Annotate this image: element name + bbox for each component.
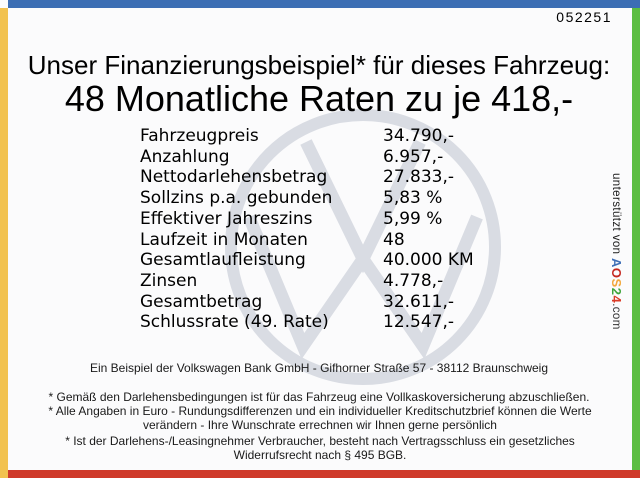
table-row: Nettodarlehensbetrag 27.833,- xyxy=(140,167,474,188)
row-value: 40.000 KM xyxy=(383,250,474,271)
frame-right-bar xyxy=(632,8,640,470)
brand-letter: 2 xyxy=(609,287,624,296)
row-value: 5,83 % xyxy=(383,188,443,209)
aos24-brand: AOS24 xyxy=(609,258,624,303)
credit-suffix: .com xyxy=(610,303,622,330)
table-row: Fahrzeugpreis 34.790,- xyxy=(140,126,474,147)
brand-letter: S xyxy=(609,278,624,288)
credit-prefix: unterstützt von xyxy=(610,173,622,259)
disclaimer-2: * Alle Angaben in Euro - Rundungsdiffere… xyxy=(48,404,592,432)
vertical-credit: unterstützt von AOS24.com xyxy=(609,173,624,330)
row-label: Schlussrate (49. Rate) xyxy=(140,312,329,333)
brand-letter: 4 xyxy=(609,295,624,304)
footer-address: Ein Beispiel der Volkswagen Bank GmbH - … xyxy=(89,361,548,375)
brand-letter: O xyxy=(609,267,624,279)
disclaimer-1: * Gemäß den Darlehensbedingungen ist für… xyxy=(48,390,590,404)
finance-table: Fahrzeugpreis 34.790,- Anzahlung 6.957,-… xyxy=(140,126,474,333)
table-row: Effektiver Jahreszins 5,99 % xyxy=(140,209,474,230)
page-subtitle: 48 Monatliche Raten zu je 418,- xyxy=(64,78,574,119)
row-label: Gesamtbetrag xyxy=(140,291,263,312)
row-label: Sollzins p.a. gebunden xyxy=(140,188,333,209)
frame-bottom-bar xyxy=(8,470,640,478)
serial-number: 052251 xyxy=(556,9,612,25)
table-row: Schlussrate (49. Rate) 12.547,- xyxy=(140,312,474,333)
table-row: Zinsen 4.778,- xyxy=(140,271,474,292)
disclaimer-3: * Ist der Darlehens-/Leasingnehmer Verbr… xyxy=(65,434,575,462)
row-label: Anzahlung xyxy=(140,146,230,167)
table-row: Gesamtlaufleistung 40.000 KM xyxy=(140,250,474,271)
table-row: Gesamtbetrag 32.611,- xyxy=(140,292,474,313)
page-title: Unser Finanzierungsbeispiel* für dieses … xyxy=(27,50,611,80)
row-value: 32.611,- xyxy=(383,291,455,312)
row-value: 12.547,- xyxy=(383,312,455,333)
table-row: Sollzins p.a. gebunden 5,83 % xyxy=(140,188,474,209)
row-value: 34.790,- xyxy=(383,126,455,146)
brand-letter: A xyxy=(609,258,624,268)
row-label: Nettodarlehensbetrag xyxy=(140,167,328,188)
frame-left-bar xyxy=(0,8,8,478)
row-value: 48 xyxy=(383,229,405,250)
table-row: Laufzeit in Monaten 48 xyxy=(140,230,474,251)
table-row: Anzahlung 6.957,- xyxy=(140,147,474,168)
row-value: 5,99 % xyxy=(383,208,443,229)
frame-top-bar xyxy=(8,0,640,8)
row-label: Gesamtlaufleistung xyxy=(140,250,306,271)
vw-logo-icon xyxy=(225,109,501,385)
row-label: Zinsen xyxy=(140,270,198,291)
row-value: 4.778,- xyxy=(383,270,444,291)
row-label: Fahrzeugpreis xyxy=(140,126,259,146)
row-value: 6.957,- xyxy=(383,146,444,167)
row-value: 27.833,- xyxy=(383,167,455,188)
row-label: Effektiver Jahreszins xyxy=(140,208,313,229)
row-label: Laufzeit in Monaten xyxy=(140,229,308,250)
